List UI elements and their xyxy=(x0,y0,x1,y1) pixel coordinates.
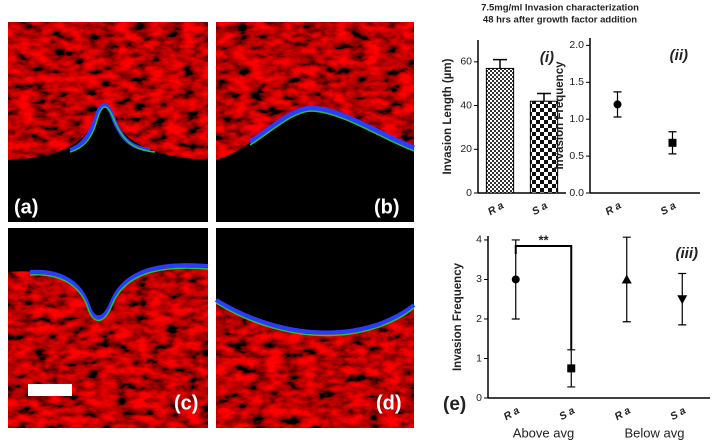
scale-bar xyxy=(28,384,72,396)
image-c: (c) xyxy=(8,228,209,428)
x-tick-label: S a xyxy=(530,200,550,218)
annotation: (ii) xyxy=(670,47,688,64)
y-axis-label: Invasion Frequency xyxy=(452,262,464,371)
y-tick-label: 0 xyxy=(476,392,482,404)
y-tick-label: 1.5 xyxy=(569,76,584,88)
y-tick-label: 4 xyxy=(476,234,482,246)
marker xyxy=(677,295,688,305)
error-bar xyxy=(493,58,507,69)
significance-label: ** xyxy=(538,232,549,247)
figure-title: 7.5mg/ml Invasion characterization xyxy=(481,3,639,14)
y-tick-label: 0.5 xyxy=(569,150,584,162)
panel-label: (e) xyxy=(443,394,466,415)
panel-label: (c) xyxy=(174,392,198,414)
annotation: (iii) xyxy=(676,245,699,262)
x-tick-label: S a xyxy=(668,405,688,423)
marker xyxy=(511,275,520,284)
significance-bracket xyxy=(514,245,573,350)
marker xyxy=(567,364,576,373)
panel-label: (d) xyxy=(376,392,402,414)
marker xyxy=(668,138,677,147)
y-tick-label: 0.0 xyxy=(569,187,584,199)
y-tick-label: 1 xyxy=(476,352,482,364)
marker xyxy=(621,274,632,284)
bar xyxy=(485,67,515,194)
y-tick-label: 2.0 xyxy=(569,39,584,51)
y-tick-label: 3 xyxy=(476,273,482,285)
marker xyxy=(613,100,622,109)
x-tick-label: R a xyxy=(603,199,623,218)
bar xyxy=(529,100,559,194)
image-d: (d) xyxy=(214,228,416,428)
group-label: Below avg xyxy=(625,425,685,440)
y-tick-label: 0 xyxy=(466,187,472,199)
figure-subtitle: 48 hrs after growth factor addition xyxy=(483,15,637,26)
annotation: (i) xyxy=(540,49,554,66)
group-label: Above avg xyxy=(513,425,574,440)
panel-label: (a) xyxy=(14,196,38,218)
x-tick-label: S a xyxy=(659,200,679,218)
image-b: (b) xyxy=(216,22,415,222)
error-bar xyxy=(537,92,551,102)
image-a: (a) xyxy=(8,22,208,222)
y-tick-label: 20 xyxy=(460,143,472,155)
y-tick-label: 2 xyxy=(476,313,482,325)
y-axis-label: Invasion Length (µm) xyxy=(442,58,454,174)
x-tick-label: R a xyxy=(613,404,633,423)
x-tick-label: R a xyxy=(502,404,522,423)
panel-label: (b) xyxy=(374,196,400,218)
x-tick-label: S a xyxy=(557,405,577,423)
y-axis-label: Invasion Frequency xyxy=(554,61,566,170)
x-tick-label: R a xyxy=(486,199,506,218)
y-tick-label: 1.0 xyxy=(569,113,584,125)
y-tick-label: 40 xyxy=(460,99,472,111)
y-tick-label: 60 xyxy=(460,56,472,68)
